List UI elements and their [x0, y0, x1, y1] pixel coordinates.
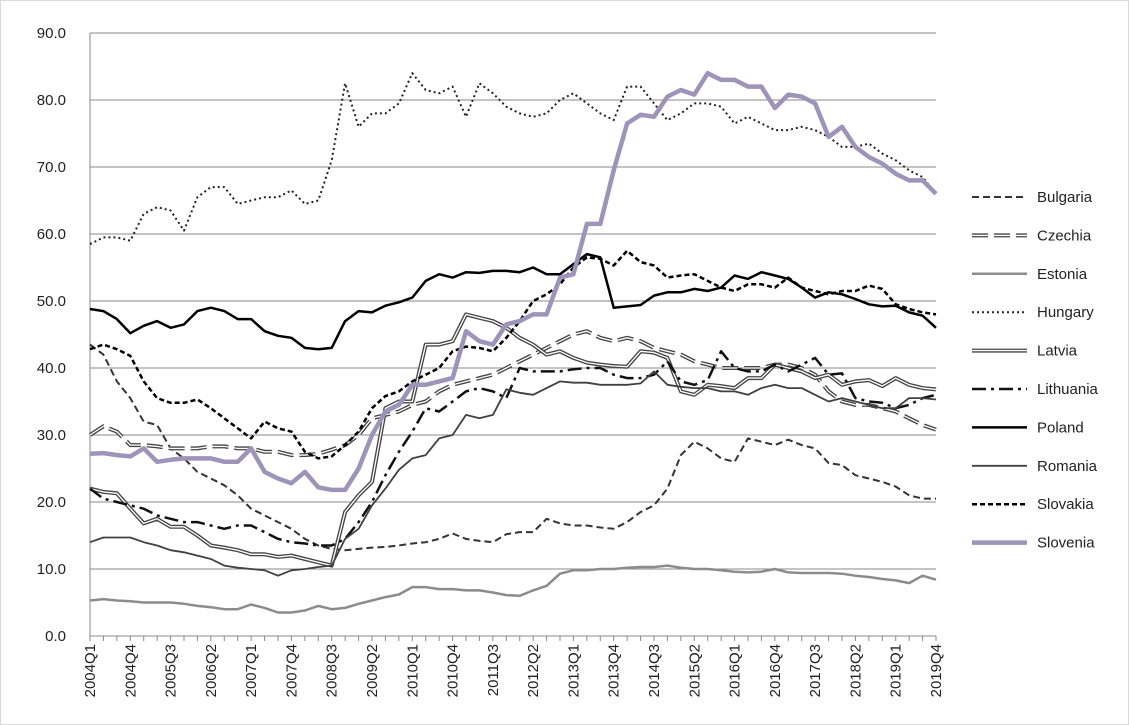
- y-tick-label: 80.0: [37, 92, 66, 109]
- legend-label: Bulgaria: [1037, 189, 1093, 206]
- series-line: [89, 564, 937, 614]
- legend-label: Estonia: [1037, 266, 1088, 283]
- legend-label: Czechia: [1037, 227, 1092, 244]
- x-tick-label: 2010Q4: [445, 644, 462, 697]
- series-line: [89, 370, 937, 577]
- x-tick-label: 2004Q1: [82, 644, 99, 697]
- legend-label: Hungary: [1037, 304, 1094, 321]
- x-tick-label: 2013Q4: [606, 644, 623, 697]
- y-tick-label: 60.0: [37, 226, 66, 243]
- x-tick-label: 2016Q1: [727, 644, 744, 697]
- x-tick-label: 2019Q1: [888, 644, 905, 697]
- x-tick-label: 2019Q4: [928, 644, 945, 697]
- x-tick-label: 2014Q3: [646, 644, 663, 697]
- y-tick-label: 0.0: [45, 628, 66, 645]
- legend-label: Poland: [1037, 419, 1084, 436]
- series-line-inner: [89, 330, 937, 456]
- y-tick-label: 30.0: [37, 427, 66, 444]
- series-line: [89, 70, 938, 493]
- x-tick-label: 2006Q2: [203, 644, 220, 697]
- y-tick-label: 40.0: [37, 360, 66, 377]
- x-tick-label: 2018Q2: [847, 644, 864, 697]
- series-line: [89, 343, 936, 552]
- x-tick-label: 2008Q3: [324, 644, 341, 697]
- series-line: [89, 249, 937, 460]
- x-tick-label: 2007Q1: [243, 644, 260, 697]
- legend-label: Latvia: [1037, 343, 1078, 360]
- x-tick-label: 2010Q1: [404, 644, 421, 697]
- x-tick-label: 2004Q4: [122, 644, 139, 697]
- y-tick-label: 70.0: [37, 159, 66, 176]
- series-line-inner: [89, 313, 937, 567]
- legend-label: Slovakia: [1037, 496, 1094, 513]
- y-tick-label: 10.0: [37, 561, 66, 578]
- legend-label: Lithuania: [1037, 381, 1099, 398]
- x-tick-label: 2017Q3: [807, 644, 824, 697]
- x-tick-label: 2007Q4: [283, 644, 300, 697]
- x-tick-label: 2012Q2: [525, 644, 542, 697]
- legend-label: Slovenia: [1037, 535, 1095, 552]
- y-tick-label: 90.0: [37, 25, 66, 42]
- y-tick-label: 20.0: [37, 494, 66, 511]
- x-tick-label: 2011Q3: [485, 644, 502, 696]
- legend-label: Romania: [1037, 458, 1098, 475]
- x-tick-label: 2009Q2: [364, 644, 381, 697]
- x-tick-label: 2015Q2: [686, 644, 703, 697]
- x-tick-label: 2016Q4: [767, 644, 784, 697]
- series-line: [89, 350, 937, 547]
- x-tick-label: 2005Q3: [163, 644, 180, 697]
- x-tick-label: 2013Q1: [565, 644, 582, 697]
- y-tick-label: 50.0: [37, 293, 66, 310]
